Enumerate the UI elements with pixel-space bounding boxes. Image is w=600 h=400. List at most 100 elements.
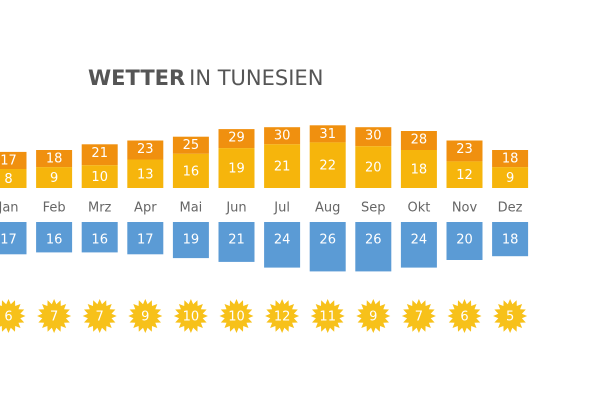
min-temp-label: 22 <box>319 159 336 174</box>
min-temp-label: 13 <box>137 167 154 182</box>
month-label: Jan <box>0 201 19 216</box>
min-temp-label: 12 <box>456 168 473 183</box>
sun-icon <box>401 299 436 333</box>
max-temp-label: 21 <box>91 146 108 161</box>
chart-title: WETTER IN TUNESIEN <box>88 66 323 90</box>
min-temp-bar <box>81 165 118 188</box>
max-temp-bar <box>264 127 301 145</box>
sun-icon <box>493 299 528 333</box>
month-label: Feb <box>43 201 66 216</box>
max-temp-bar <box>0 151 27 169</box>
max-temp-bar <box>218 129 255 149</box>
min-temp-label: 9 <box>506 171 514 186</box>
month-label: Sep <box>361 201 386 216</box>
month-label: Mrz <box>88 201 112 216</box>
max-temp-bar <box>309 125 346 143</box>
water-temp-bar <box>81 222 118 253</box>
water-temp-label: 26 <box>319 233 336 248</box>
sun-icon <box>82 299 117 333</box>
title-light: IN TUNESIEN <box>189 66 323 90</box>
water-temp-label: 20 <box>456 233 473 248</box>
sun-hours-label: 7 <box>96 310 104 325</box>
min-temp-bar <box>309 142 346 188</box>
water-temp-label: 17 <box>0 233 17 248</box>
max-temp-label: 23 <box>137 142 154 157</box>
sun-hours-label: 10 <box>228 310 245 325</box>
max-temp-label: 25 <box>183 138 200 153</box>
sun-icon <box>173 299 208 333</box>
sun-hours-label: 10 <box>183 310 200 325</box>
sun-hours-label: 9 <box>141 310 149 325</box>
min-temp-bar <box>355 146 392 188</box>
max-temp-label: 17 <box>0 153 17 168</box>
min-temp-bar <box>127 159 164 188</box>
water-temp-label: 19 <box>183 233 200 248</box>
title-bold: WETTER <box>88 66 185 90</box>
min-temp-label: 9 <box>50 171 58 186</box>
max-temp-bar <box>127 140 164 160</box>
sun-hours-label: 6 <box>4 310 12 325</box>
min-temp-bar <box>264 144 301 188</box>
min-temp-bar <box>400 150 437 188</box>
water-temp-label: 24 <box>274 233 291 248</box>
month-label: Apr <box>134 201 157 216</box>
sun-icon <box>0 299 26 333</box>
max-temp-bar <box>36 150 73 168</box>
water-temp-bar <box>446 222 483 260</box>
min-temp-bar <box>218 148 255 188</box>
month-label: Mai <box>180 201 203 216</box>
sun-hours-label: 11 <box>319 310 336 325</box>
sun-hours-label: 5 <box>506 310 514 325</box>
max-temp-label: 30 <box>274 129 291 144</box>
month-label: Jun <box>225 201 246 216</box>
water-temp-bar <box>218 222 255 262</box>
sun-icon <box>128 299 163 333</box>
min-temp-bar <box>0 169 27 188</box>
water-temp-label: 26 <box>365 233 382 248</box>
month-label: Okt <box>407 201 430 216</box>
sun-icon <box>37 299 72 333</box>
max-temp-bar <box>492 150 529 168</box>
min-temp-bar <box>172 153 209 188</box>
max-temp-bar <box>81 144 118 166</box>
min-temp-label: 20 <box>365 161 382 176</box>
max-temp-bar <box>400 131 437 150</box>
max-temp-label: 30 <box>365 129 382 144</box>
min-temp-bar <box>446 161 483 188</box>
water-temp-label: 18 <box>502 233 519 248</box>
water-temp-bar <box>492 222 529 257</box>
sun-hours-label: 6 <box>460 310 468 325</box>
month-label: Jul <box>273 201 290 216</box>
sun-hours-label: 7 <box>50 310 58 325</box>
water-temp-bar <box>400 222 437 268</box>
water-temp-label: 21 <box>228 233 245 248</box>
min-temp-bar <box>492 167 529 188</box>
max-temp-label: 23 <box>456 142 473 157</box>
max-temp-bar <box>355 127 392 147</box>
max-temp-label: 18 <box>502 152 519 167</box>
water-temp-bar <box>264 222 301 268</box>
sun-icon <box>356 299 391 333</box>
water-temp-label: 17 <box>137 233 154 248</box>
water-temp-bar <box>172 222 209 259</box>
water-temp-label: 16 <box>91 233 108 248</box>
water-temp-label: 16 <box>46 233 63 248</box>
water-temp-bar <box>309 222 346 272</box>
min-temp-label: 8 <box>4 172 12 187</box>
water-temp-bar <box>0 222 27 255</box>
water-temp-bar <box>127 222 164 255</box>
max-temp-label: 31 <box>319 127 336 142</box>
sun-hours-label: 9 <box>369 310 377 325</box>
sun-hours-label: 12 <box>274 310 291 325</box>
max-temp-bar <box>172 136 209 154</box>
min-temp-label: 21 <box>274 160 291 175</box>
month-label: Nov <box>452 201 478 216</box>
max-temp-label: 28 <box>411 133 428 148</box>
sun-icon <box>265 299 300 333</box>
min-temp-bar <box>36 167 73 188</box>
water-temp-label: 24 <box>411 233 428 248</box>
min-temp-label: 18 <box>411 163 428 178</box>
max-temp-label: 18 <box>46 152 63 167</box>
water-temp-bar <box>36 222 73 253</box>
month-label: Dez <box>498 201 523 216</box>
